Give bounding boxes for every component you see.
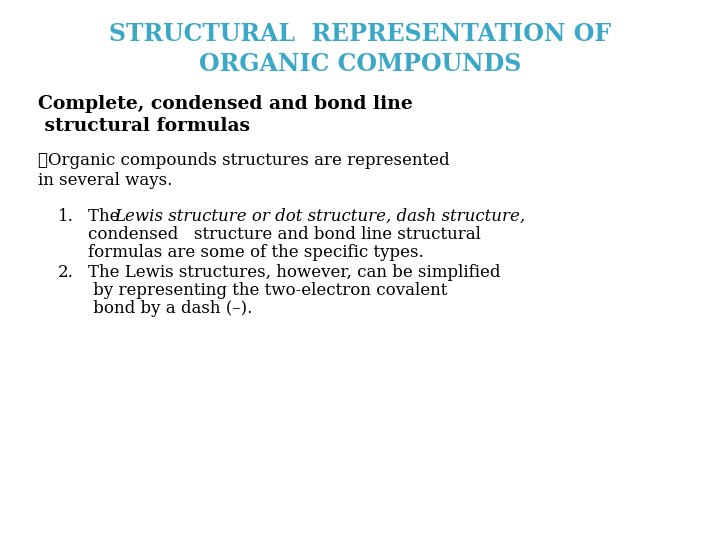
Text: by representing the two-electron covalent: by representing the two-electron covalen… [88, 282, 447, 299]
Text: The: The [88, 208, 125, 225]
Text: STRUCTURAL  REPRESENTATION OF: STRUCTURAL REPRESENTATION OF [109, 22, 611, 46]
Text: condensed   structure and bond line structural: condensed structure and bond line struct… [88, 226, 481, 243]
Text: ORGANIC COMPOUNDS: ORGANIC COMPOUNDS [199, 52, 521, 76]
Text: Complete, condensed and bond line: Complete, condensed and bond line [38, 95, 413, 113]
Text: formulas are some of the specific types.: formulas are some of the specific types. [88, 244, 424, 261]
Text: structural formulas: structural formulas [38, 117, 250, 135]
Text: Lewis structure or dot structure, dash structure,: Lewis structure or dot structure, dash s… [114, 208, 525, 225]
Text: 2.: 2. [58, 264, 74, 281]
Text: in several ways.: in several ways. [38, 172, 172, 189]
Text: 1.: 1. [58, 208, 74, 225]
Text: bond by a dash (–).: bond by a dash (–). [88, 300, 253, 317]
Text: ❑Organic compounds structures are represented: ❑Organic compounds structures are repres… [38, 152, 449, 169]
Text: The Lewis structures, however, can be simplified: The Lewis structures, however, can be si… [88, 264, 500, 281]
